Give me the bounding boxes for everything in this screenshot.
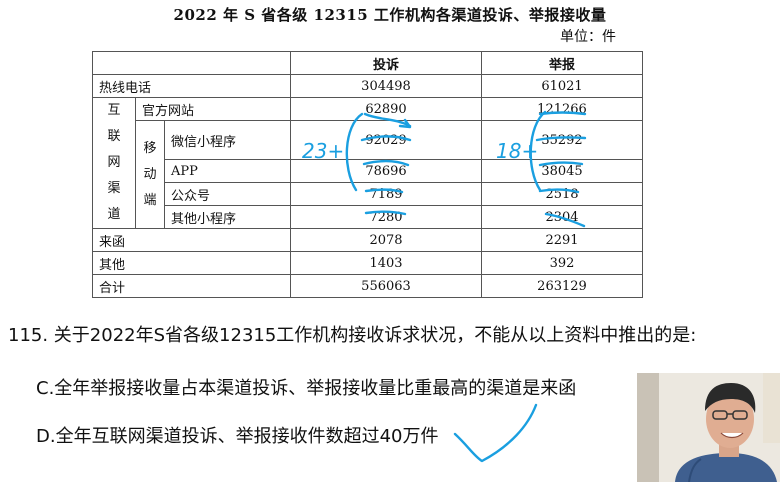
cell-letter-report: 2291 (481, 228, 643, 252)
cell-public-report: 2518 (481, 182, 643, 206)
cell-wechat-report: 35292 (481, 120, 643, 160)
table-title: 2022 年 S 省各级 12315 工作机构各渠道投诉、举报接收量 (173, 6, 607, 24)
header-report: 举报 (481, 51, 643, 75)
cell-letter-complaint: 2078 (290, 228, 482, 252)
option-c: C.全年举报接收量占本渠道投诉、举报接收量比重最高的渠道是来函 (36, 378, 577, 399)
table-row: 热线电话 304498 61021 (92, 74, 643, 98)
header-blank-cell (92, 51, 291, 75)
group-char: 移 (143, 140, 157, 156)
cell-website-report: 121266 (481, 97, 643, 121)
unit-label: 单位：件 (560, 29, 616, 45)
group-mobile-label: 移 动 端 (135, 120, 165, 229)
table-row: 其他 1403 392 (92, 251, 643, 275)
cell-total-complaint: 556063 (290, 274, 482, 298)
cell-other-mini-report: 2304 (481, 205, 643, 229)
group-internet-label: 互 联 网 渠 道 (92, 97, 136, 229)
group-char: 道 (107, 207, 121, 222)
check-mark (453, 403, 538, 463)
row-label-website: 官方网站 (135, 97, 291, 121)
cell-total-report: 263129 (481, 274, 643, 298)
table-row: 移 动 端 微信小程序 92029 35292 (93, 120, 643, 229)
presenter-video (637, 373, 780, 482)
group-char: 互 (107, 103, 121, 118)
row-label-letter: 来函 (92, 228, 291, 252)
option-d: D.全年互联网渠道投诉、举报接收件数超过40万件 (36, 426, 439, 447)
table-row: 互 联 网 渠 道 官方网站 62890 121266 (92, 97, 643, 229)
cell-app-complaint: 78696 (290, 159, 482, 183)
cell-hotline-complaint: 304498 (290, 74, 482, 98)
group-char: 渠 (107, 181, 121, 196)
cell-other-mini-complaint: 7280 (290, 205, 482, 229)
table-row: 公众号 7189 2518 (93, 182, 643, 206)
table-row: 其他小程序 7280 2304 (93, 205, 643, 229)
table-row: APP 78696 38045 (93, 159, 643, 183)
row-label-other-mini: 其他小程序 (164, 205, 291, 229)
group-char: 动 (143, 166, 157, 182)
row-label-app: APP (164, 159, 291, 183)
row-label-hotline: 热线电话 (92, 74, 291, 98)
cell-others-report: 392 (481, 251, 643, 275)
table-row: 来函 2078 2291 (92, 228, 643, 252)
row-label-wechat: 微信小程序 (164, 120, 291, 160)
cell-app-report: 38045 (481, 159, 643, 183)
row-label-public: 公众号 (164, 182, 291, 206)
cell-others-complaint: 1403 (290, 251, 482, 275)
row-label-others: 其他 (92, 251, 291, 275)
cell-hotline-report: 61021 (481, 74, 643, 98)
presenter-avatar-icon (637, 373, 780, 482)
cell-public-complaint: 7189 (290, 182, 482, 206)
row-label-total: 合计 (92, 274, 291, 298)
header-complaint: 投诉 (290, 51, 482, 75)
group-char: 网 (107, 155, 121, 170)
table-header-row: 投诉 举报 (92, 51, 643, 75)
cell-website-complaint: 62890 (290, 97, 482, 121)
group-char: 端 (143, 192, 157, 208)
table-row: 合计 556063 263129 (92, 274, 643, 298)
statistics-table: 投诉 举报 热线电话 304498 61021 互 联 网 渠 道 官方网站 6… (92, 51, 643, 298)
group-char: 联 (107, 129, 121, 144)
cell-wechat-complaint: 92029 (290, 120, 482, 160)
question-stem: 115. 关于2022年S省各级12315工作机构接收诉求状况，不能从以上资料中… (8, 325, 697, 346)
